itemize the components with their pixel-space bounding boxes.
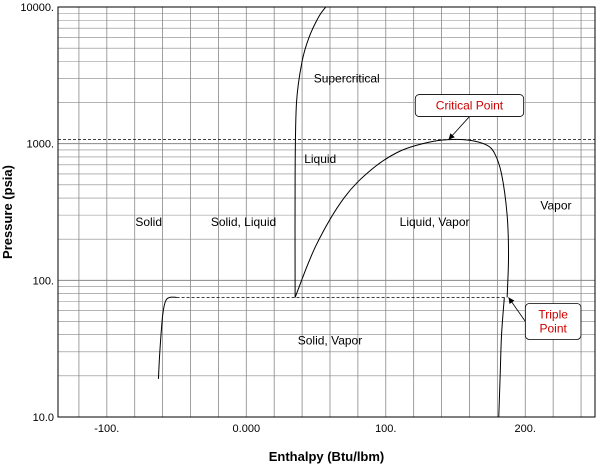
y-tick-label: 10000. [20, 2, 54, 14]
y-tick-label: 1000. [26, 139, 54, 151]
curve-line [157, 296, 177, 379]
callout-label: Critical Point [436, 99, 504, 113]
y-tick-label: 100. [33, 275, 54, 287]
y-tick-label: 10.0 [33, 412, 54, 424]
x-axis-label: Enthalpy (Btu/lbm) [269, 449, 385, 464]
plot-frame [57, 6, 596, 418]
grid-lines [58, 7, 595, 417]
x-tick-label: -100. [94, 423, 119, 435]
callout-box [524, 303, 582, 340]
series-group [157, 6, 510, 418]
curve-line [294, 6, 327, 298]
callout-label: Triple [538, 307, 568, 321]
curve-line [294, 138, 510, 298]
tick-labels: -100. 0.000 100. 200. 10.0 100. 1000. 10000. [20, 2, 536, 435]
region-label: Supercritical [314, 72, 380, 86]
callout-box [414, 94, 525, 117]
callout-arrowhead [508, 297, 515, 305]
x-tick-label: 200. [515, 423, 536, 435]
region-label: Solid, Vapor [298, 333, 362, 347]
x-tick-label: 100. [375, 423, 396, 435]
callout-label: Point [539, 321, 567, 335]
region-label: Liquid [304, 152, 336, 166]
region-label: Solid, Liquid [211, 215, 276, 229]
callout-arrowhead [448, 133, 455, 140]
x-tick-label: 0.000 [233, 423, 261, 435]
region-labels: Supercritical Liquid Solid Solid, Liquid Liq… [135, 72, 571, 348]
y-axis-label: Pressure (psia) [0, 165, 15, 259]
curve-line [498, 297, 505, 418]
region-label: Solid [135, 215, 162, 229]
region-label: Liquid, Vapor [400, 215, 470, 229]
reference-lines [58, 139, 595, 298]
region-label: Vapor [540, 198, 571, 212]
